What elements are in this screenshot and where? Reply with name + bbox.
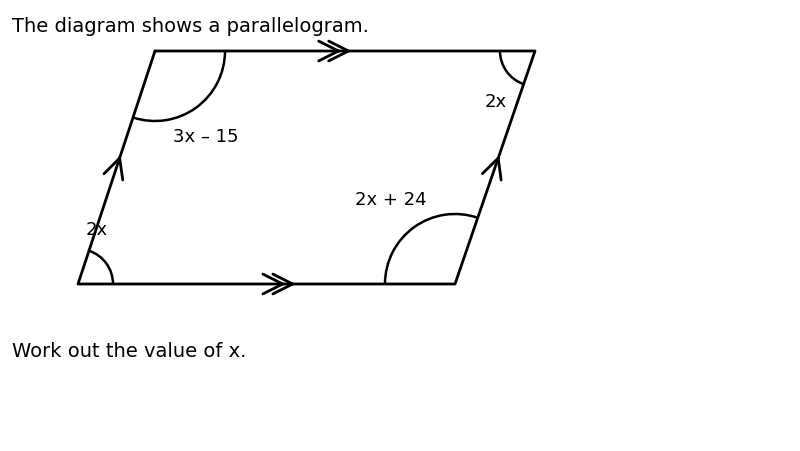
Text: 2x: 2x — [485, 93, 507, 111]
Text: 2x: 2x — [86, 221, 108, 239]
Text: 2x + 24: 2x + 24 — [355, 191, 426, 208]
Text: Work out the value of x.: Work out the value of x. — [12, 341, 246, 360]
Text: 3x – 15: 3x – 15 — [173, 128, 238, 146]
Text: The diagram shows a parallelogram.: The diagram shows a parallelogram. — [12, 17, 369, 36]
